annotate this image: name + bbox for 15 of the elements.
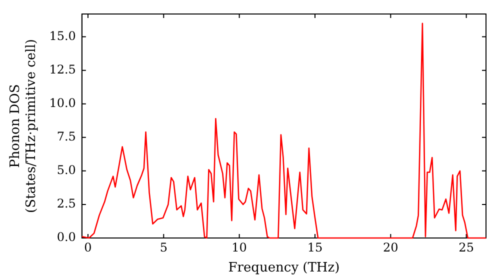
x-tick-label: 25	[458, 240, 474, 254]
y-tick-label: 5.0	[56, 163, 76, 178]
y-tick-label: 12.5	[49, 62, 76, 76]
x-tick-label: 20	[383, 240, 398, 254]
x-axis-title: Frequency (THz)	[228, 260, 340, 276]
y-tick-label: 15.0	[49, 28, 76, 43]
y-tick-label: 0.0	[56, 230, 76, 244]
y-tick-label: 7.5	[56, 130, 76, 144]
x-tick-label: 15	[307, 240, 323, 254]
y-tick-label: 10.0	[49, 96, 76, 110]
y-tick-label: 2.5	[56, 196, 76, 211]
x-tick-label: 10	[232, 240, 247, 254]
x-tick-label: 5	[160, 240, 168, 254]
y-axis-title: Phonon DOS (States/THz·primitive cell)	[8, 38, 39, 214]
x-tick-label: 0	[84, 240, 92, 254]
